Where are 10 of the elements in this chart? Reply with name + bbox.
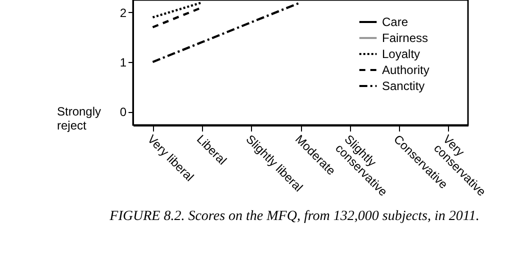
legend-label: Loyalty [382,47,420,61]
y-tick-label: 2 [120,6,127,20]
y-tick-label: 0 [120,105,127,120]
legend-label: Authority [382,63,430,77]
legend-label: Fairness [382,31,428,45]
legend-label: Care [382,15,408,29]
legend-label: Sanctity [382,79,425,93]
caption: FIGURE 8.2. Scores on the MFQ, from 132,000 subjects, in 2011. [108,209,480,224]
text: Strongly reject [57,104,102,133]
y-tick-label: 1 [120,56,127,70]
